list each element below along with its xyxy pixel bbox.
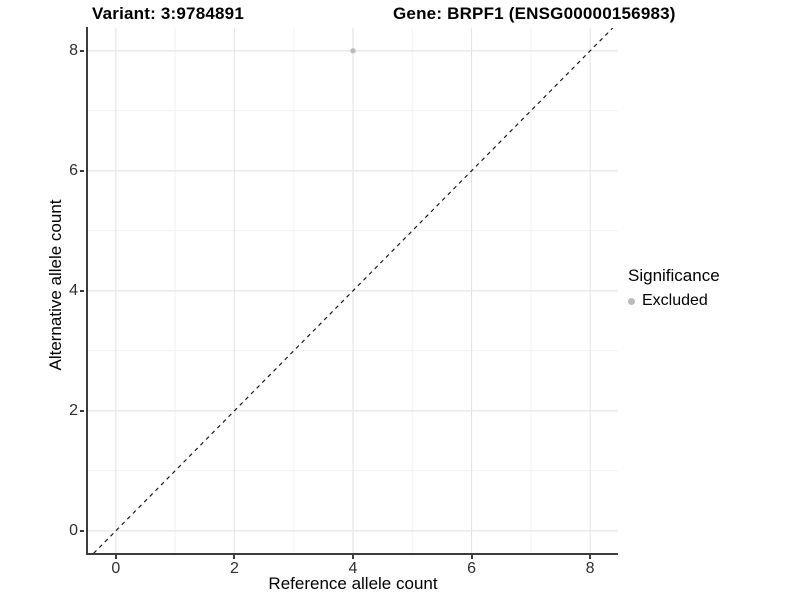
y-tick-mark xyxy=(80,49,84,52)
x-tick-mark xyxy=(352,555,354,559)
data-point-excluded xyxy=(350,48,356,54)
gene-title: Gene: BRPF1 (ENSG00000156983) xyxy=(393,4,676,23)
y-tick-label: 8 xyxy=(69,41,78,59)
y-tick-label: 2 xyxy=(69,401,78,419)
identity-dashed-line xyxy=(93,28,614,553)
plot-panel xyxy=(88,28,618,553)
x-axis-title: Reference allele count xyxy=(268,574,438,593)
y-axis-line xyxy=(86,27,88,555)
y-tick-label: 4 xyxy=(69,281,78,299)
y-tick-label: 6 xyxy=(69,161,78,179)
x-axis-line xyxy=(86,553,618,555)
plot-area-svg xyxy=(88,28,618,553)
y-tick-label: 0 xyxy=(69,521,78,539)
y-tick-mark xyxy=(80,529,84,532)
x-tick-label: 4 xyxy=(348,560,358,577)
x-tick-label: 8 xyxy=(585,560,595,577)
y-tick-mark xyxy=(80,169,84,172)
legend-point-icon xyxy=(628,297,635,305)
x-tick-mark xyxy=(589,555,592,559)
legend: Significance Excluded xyxy=(628,266,720,310)
y-tick-mark xyxy=(80,289,84,292)
x-tick-mark xyxy=(470,555,473,559)
y-tick-mark xyxy=(80,409,84,412)
legend-item-label: Excluded xyxy=(642,292,708,309)
legend-item-excluded: Excluded xyxy=(628,292,720,310)
y-axis-ticks: 0 2 4 6 8 xyxy=(0,28,88,553)
x-tick-label: 6 xyxy=(467,560,477,577)
variant-title: Variant: 3:9784891 xyxy=(92,4,244,23)
x-tick-label: 2 xyxy=(229,560,239,577)
x-tick-mark xyxy=(114,555,117,559)
x-tick-label: 0 xyxy=(111,560,121,577)
x-tick-mark xyxy=(233,555,236,559)
legend-title: Significance xyxy=(628,266,720,285)
x-axis-ticks: 0 2 4 6 8 xyxy=(88,555,618,585)
